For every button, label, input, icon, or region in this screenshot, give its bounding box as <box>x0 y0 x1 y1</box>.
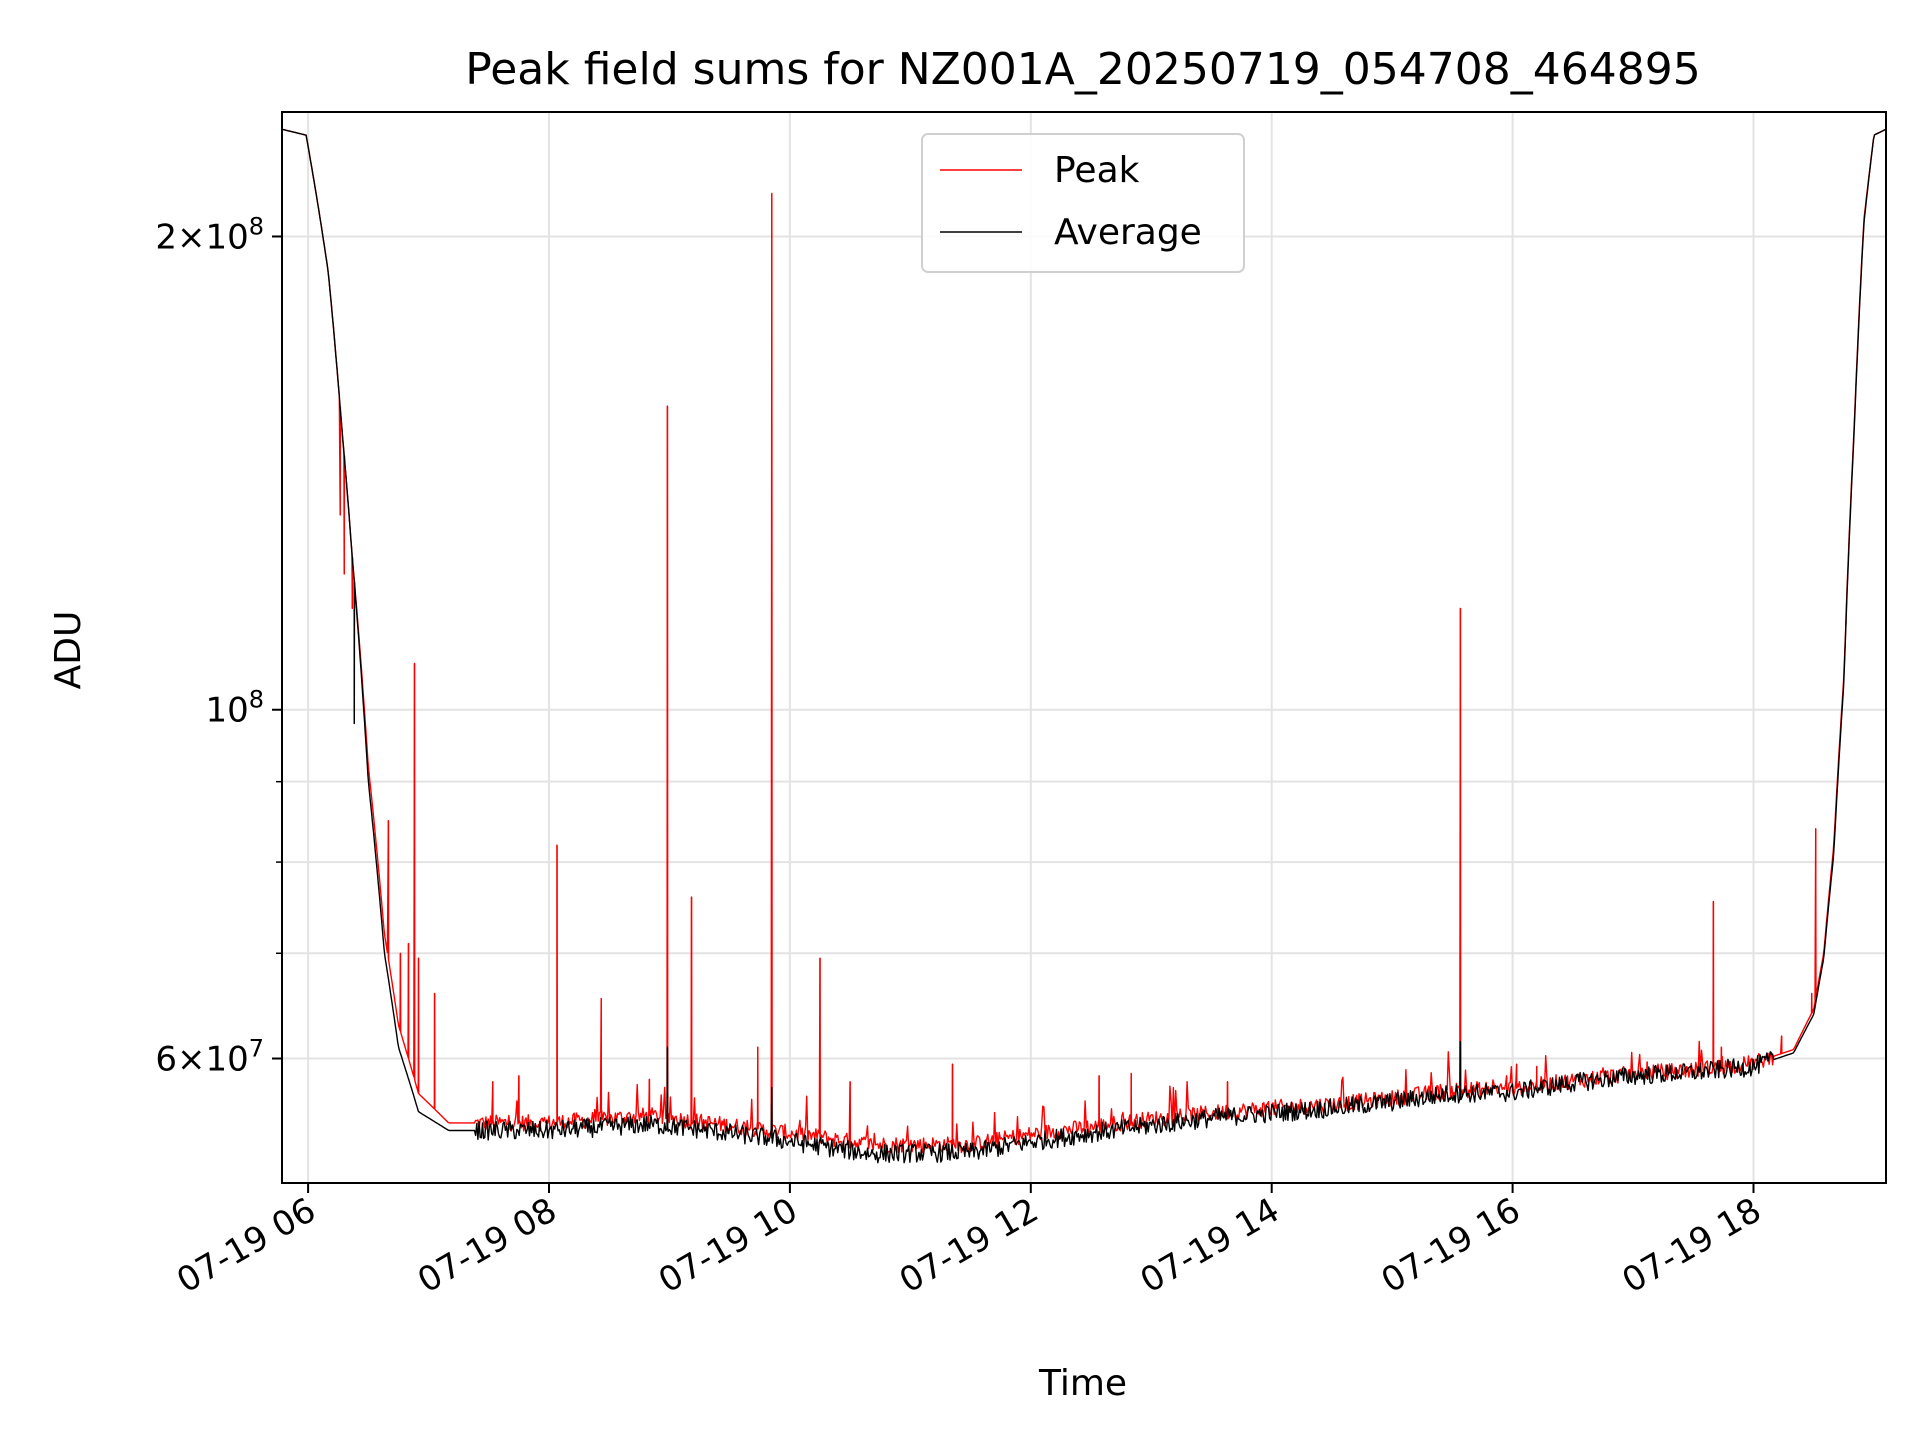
y-tick-label: 2×108 <box>155 212 264 257</box>
legend: Peak Average <box>921 133 1245 273</box>
y-tick-label: 108 <box>205 686 264 731</box>
legend-label-average: Average <box>1054 212 1202 253</box>
y-axis-label: ADU <box>48 611 89 690</box>
series-line-average <box>282 128 1886 1164</box>
plot-frame <box>281 111 1887 1184</box>
x-axis-label: Time <box>1038 1363 1127 1404</box>
legend-label-peak: Peak <box>1054 150 1140 191</box>
series-layer <box>282 128 1886 1164</box>
y-tick-label: 6×107 <box>155 1035 264 1080</box>
legend-box <box>921 133 1245 273</box>
chart-title: Peak field sums for NZ001A_20250719_0547… <box>465 44 1700 95</box>
